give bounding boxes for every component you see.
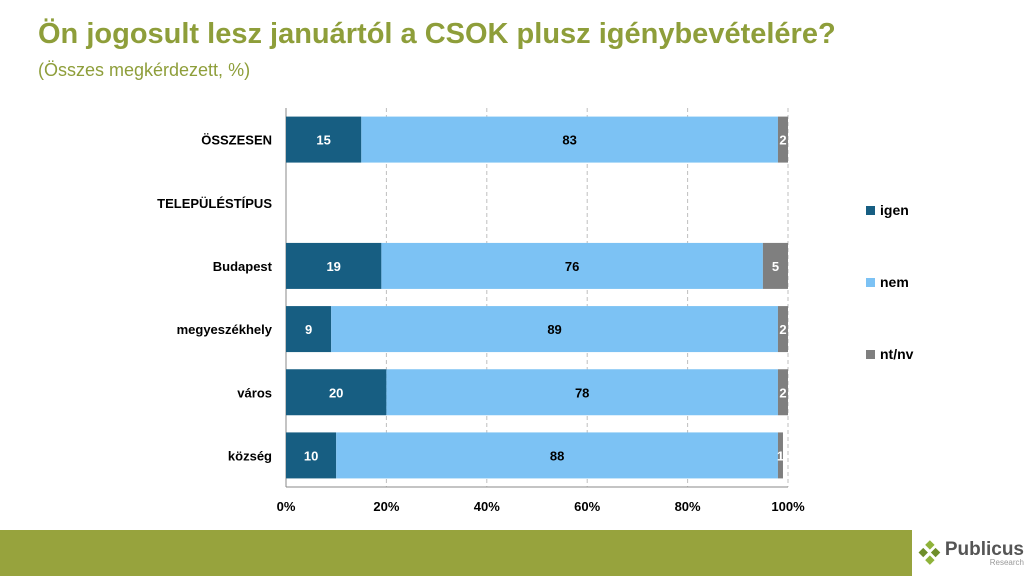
bar-igen bbox=[286, 369, 387, 416]
legend-swatch bbox=[866, 278, 875, 287]
data-label: 88 bbox=[550, 448, 564, 463]
data-label: 19 bbox=[326, 259, 340, 274]
category-label: Budapest bbox=[213, 259, 273, 274]
bar-nem bbox=[386, 369, 778, 416]
data-label: 20 bbox=[329, 385, 343, 400]
legend-swatch bbox=[866, 206, 875, 215]
publicus-logo: Publicus Research bbox=[912, 530, 1024, 576]
bar-igen bbox=[286, 306, 332, 353]
data-label: 2 bbox=[779, 322, 786, 337]
data-label: 78 bbox=[575, 385, 589, 400]
bar-nt-nv bbox=[762, 242, 788, 289]
x-tick-label: 80% bbox=[675, 499, 701, 514]
chart-subtitle: (Összes megkérdezett, %) bbox=[38, 60, 251, 80]
x-tick-label: 60% bbox=[574, 499, 600, 514]
bar-nem bbox=[336, 432, 778, 479]
footer-band bbox=[0, 530, 1024, 576]
logo-sub: Research bbox=[989, 557, 1024, 567]
category-label: város bbox=[237, 385, 272, 400]
logo-diamond-icon bbox=[918, 540, 941, 565]
data-label: 9 bbox=[305, 322, 312, 337]
category-label: megyeszékhely bbox=[177, 322, 273, 337]
x-tick-label: 20% bbox=[373, 499, 399, 514]
bar-igen bbox=[286, 432, 337, 479]
data-label: 2 bbox=[779, 133, 786, 148]
data-label: 15 bbox=[316, 133, 330, 148]
data-label: 10 bbox=[304, 448, 318, 463]
bar-igen bbox=[286, 242, 382, 289]
bar-nt-nv bbox=[777, 369, 788, 416]
stacked-bar-chart: 0% 20% 40% 60% 80% 100%ÖSSZESEN 15 83 2TELEPÜLÉS… bbox=[157, 108, 914, 514]
data-label: 89 bbox=[547, 322, 561, 337]
legend-swatch bbox=[866, 350, 875, 359]
bar-nt-nv bbox=[777, 432, 783, 479]
legend-label: nt/nv bbox=[880, 346, 914, 362]
chart-title: Ön jogosult lesz januártól a CSOK plusz … bbox=[38, 18, 836, 50]
category-label: ÖSSZESEN bbox=[201, 133, 272, 148]
x-tick-label: 0% bbox=[277, 499, 296, 514]
x-tick-label: 100% bbox=[771, 499, 805, 514]
category-label: TELEPÜLÉSTÍPUS bbox=[157, 196, 272, 211]
bar-nt-nv bbox=[777, 306, 788, 353]
data-label: 76 bbox=[565, 259, 579, 274]
bar-nt-nv bbox=[777, 116, 788, 163]
bar-igen bbox=[286, 116, 362, 163]
legend-label: igen bbox=[880, 202, 909, 218]
data-label: 1 bbox=[777, 448, 784, 463]
bar-nem bbox=[331, 306, 778, 353]
data-label: 83 bbox=[562, 133, 576, 148]
legend-label: nem bbox=[880, 274, 909, 290]
logo-name: Publicus bbox=[944, 538, 1024, 560]
category-label: község bbox=[228, 448, 272, 463]
x-tick-label: 40% bbox=[474, 499, 500, 514]
data-label: 5 bbox=[772, 259, 779, 274]
data-label: 2 bbox=[779, 385, 786, 400]
bar-nem bbox=[361, 116, 778, 163]
bar-nem bbox=[381, 242, 763, 289]
